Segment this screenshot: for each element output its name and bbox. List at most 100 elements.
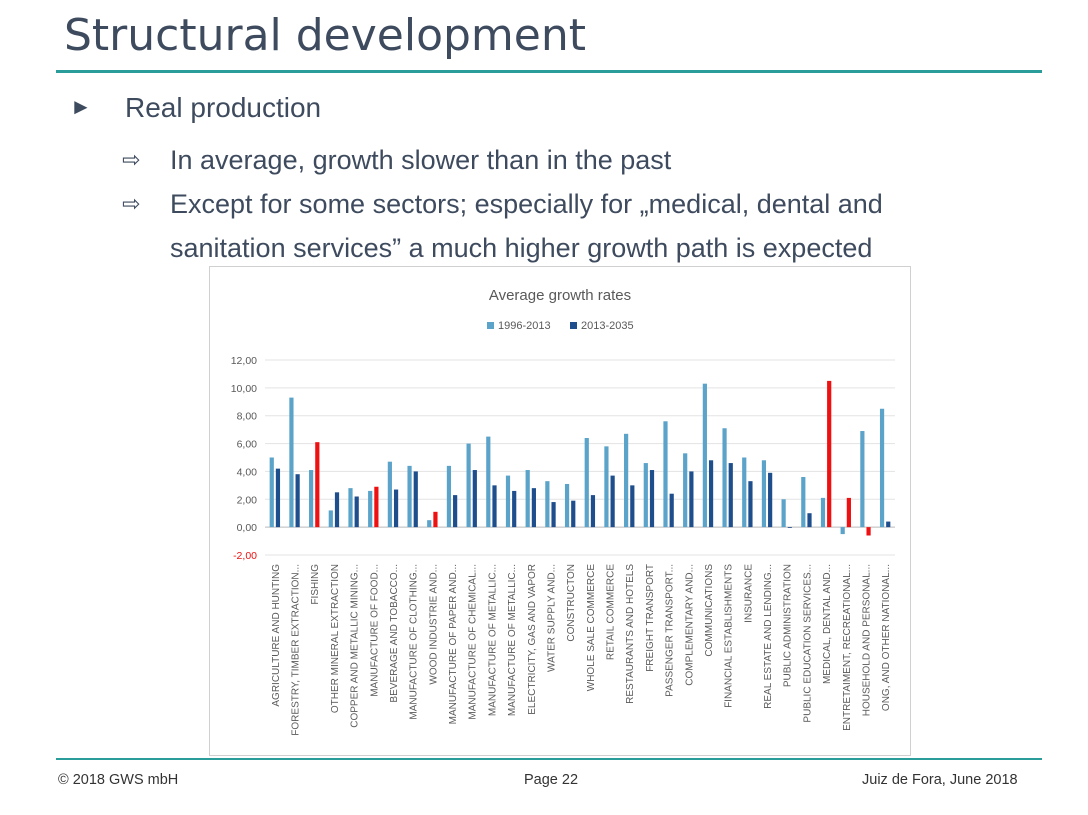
bar-1996-2013-15 [564,483,570,528]
y-tick-label: 6,00 [237,439,258,451]
x-category-label: MANUFACTURE OF CHEMICAL... [468,564,479,720]
bar-2013-2035-13 [531,488,536,528]
x-category-label: MANUFACTURE OF PAPER AND... [448,564,459,724]
bar-1996-2013-30 [860,431,865,528]
bar-1996-2013-28 [820,497,826,528]
bar-1996-2013-3 [328,510,333,528]
bar-2013-2035-24 [748,481,753,528]
slide-title: Structural development [64,10,587,61]
bar-2013-2035-10 [472,470,477,528]
bar-2013-2035-14 [551,502,556,528]
x-category-label: FORESTRY, TIMBER EXTRACTION... [291,564,302,736]
x-category-label: FINANCIAL ESTABLISHMENTS [724,564,735,708]
bar-2013-2035-31 [886,521,891,528]
bar-2013-2035-18 [630,485,635,528]
x-category-label: PUBLIC ADMINISTRATION [783,564,794,687]
x-category-label: ELECTRICITY, GAS AND VAPOR [527,564,538,715]
bar-2013-2035-4 [354,496,359,528]
bar-2013-2035-7 [413,471,418,528]
arrow-bullet-icon: ⇨ [122,147,141,172]
growth-chart-svg: Average growth rates 1996-2013 2013-2035 12… [231,287,895,736]
bar-1996-2013-29 [840,527,845,535]
bar-2013-2035-30 [866,527,871,536]
legend-series-2013-2035-label: 2013-2035 [581,320,634,332]
bar-2013-2035-22 [708,460,714,528]
y-tick-label: 4,00 [237,466,258,478]
chart-title: Average growth rates [489,287,631,304]
x-category-label: ONG, AND OTHER NATIONAL... [881,564,892,711]
bar-1996-2013-5 [368,490,373,528]
bullet-text: Real production [125,92,322,123]
y-tick-label: -2,00 [233,550,257,562]
bar-1996-2013-12 [505,475,511,528]
y-tick-label: 0,00 [237,522,258,534]
bar-2013-2035-12 [512,490,517,528]
bar-1996-2013-22 [702,383,707,528]
bar-2013-2035-3 [334,492,340,528]
bar-1996-2013-0 [269,457,274,528]
bar-2013-2035-17 [610,475,615,528]
bar-1996-2013-9 [446,465,452,528]
bar-1996-2013-2 [309,470,314,528]
bar-1996-2013-23 [722,428,727,528]
x-category-label: MANUFACTURE OF METALLIC... [507,564,518,716]
bar-2013-2035-26 [787,527,792,528]
bar-2013-2035-27 [807,513,812,528]
x-category-label: RETAIL COMMERCE [606,564,617,660]
sub-bullet-text: Except for some sectors; especially for … [170,189,883,263]
bar-2013-2035-15 [571,500,576,528]
footer-divider [56,758,1042,760]
x-category-label: CONSTRUCTON [566,564,577,642]
x-category-label: AGRICULTURE AND HUNTING [271,564,282,707]
bar-2013-2035-8 [433,511,438,528]
x-category-label: MANUFACTURE OF CLOTHING... [409,564,420,720]
x-category-label: OTHER MINERAL EXTRACTION [330,564,341,713]
sub-bullet-text: In average, growth slower than in the pa… [170,145,672,175]
x-category-label: INSURANCE [743,564,754,623]
bar-1996-2013-19 [643,463,648,528]
bar-1996-2013-13 [525,470,530,528]
bar-2013-2035-11 [492,485,497,528]
x-category-label: FISHING [310,564,321,605]
triangle-bullet-icon: ► [70,94,92,119]
x-category-label: WOOD INDUSTRIE AND... [428,564,439,685]
footer-copyright: © 2018 GWS mbH [58,772,179,788]
bar-1996-2013-17 [604,446,609,528]
bar-2013-2035-19 [649,470,655,528]
bar-2013-2035-1 [295,474,300,528]
x-category-label: COPPER AND METALLIC MINING... [350,564,361,728]
x-category-label: FREIGHT TRANSPORT [645,564,656,672]
x-category-label: WHOLE SALE COMMERCE [586,564,597,692]
legend-series-1996-2013-label: 1996-2013 [498,320,551,332]
x-category-label: MEDICAL, DENTAL AND... [822,564,833,684]
title-divider [56,70,1042,73]
bar-1996-2013-7 [407,465,412,528]
y-tick-label: 12,00 [231,355,257,367]
x-category-label: BEVERAGE AND TOBACCO... [389,564,400,703]
bar-1996-2013-16 [584,438,589,528]
sub-bullet-except: ⇨ Except for some sectors; especially fo… [122,182,1000,270]
bar-1996-2013-4 [348,488,353,528]
x-category-label: PASSENGER TRANSPORT... [665,564,676,697]
bullet-real-production: ► Real production [70,92,321,124]
bar-2013-2035-25 [768,472,773,528]
bar-1996-2013-25 [761,460,767,528]
bar-1996-2013-27 [801,477,806,528]
x-category-label: REAL ESTATE AND LENDING... [763,564,774,709]
bar-2013-2035-29 [846,497,851,528]
bar-2013-2035-20 [669,493,674,528]
bar-2013-2035-0 [275,468,281,528]
growth-chart: Average growth rates 1996-2013 2013-2035 12… [209,266,911,756]
bar-1996-2013-6 [387,461,392,528]
bar-1996-2013-8 [427,520,432,528]
y-tick-label: 2,00 [237,494,258,506]
x-category-label: COMPLEMENTARY AND... [684,564,695,686]
bar-2013-2035-23 [728,463,733,528]
arrow-bullet-icon: ⇨ [122,191,141,216]
x-category-label: ENTRETAIMENT, RECREATIONAL... [842,564,853,731]
x-category-label: RESTAURANTS AND HOTELS [625,564,636,704]
bar-2013-2035-5 [374,486,379,528]
bar-1996-2013-24 [742,457,747,528]
bar-2013-2035-6 [393,489,399,528]
bar-2013-2035-2 [315,442,320,528]
